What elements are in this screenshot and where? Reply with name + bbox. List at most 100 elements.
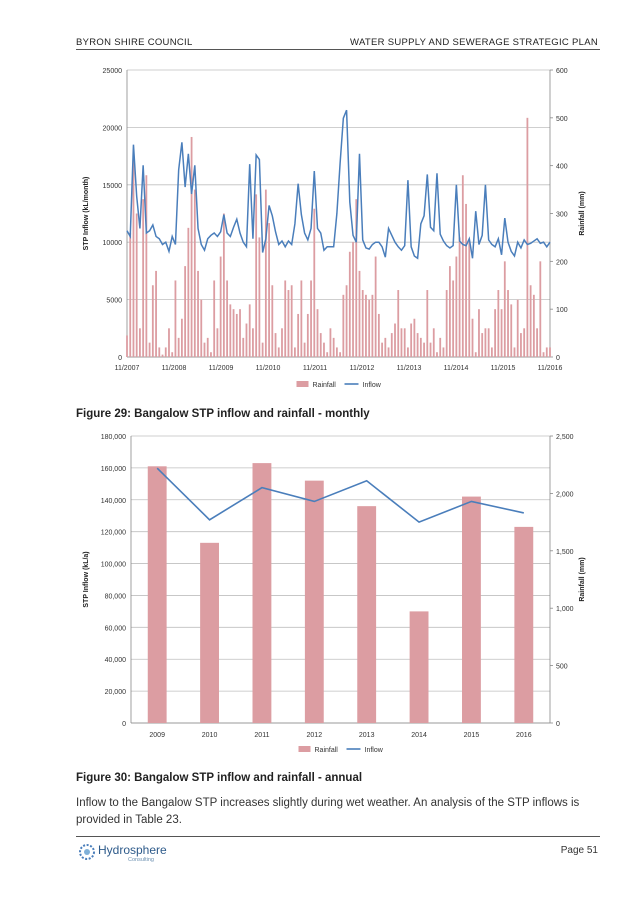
- header-divider: [76, 49, 600, 50]
- rainfall-bar: [468, 242, 471, 357]
- rainfall-bar: [332, 337, 335, 357]
- rainfall-bar: [481, 333, 484, 357]
- rainfall-bar: [529, 285, 532, 357]
- rainfall-bar: [426, 290, 429, 357]
- figure-29-caption: Figure 29: Bangalow STP inflow and rainf…: [76, 408, 370, 420]
- rainfall-bar: [419, 337, 422, 357]
- rainfall-bar: [239, 309, 241, 357]
- rainfall-bar: [197, 270, 199, 357]
- rainfall-bar: [316, 309, 319, 357]
- rainfall-bar: [277, 347, 280, 357]
- y-tick-label: 15000: [103, 183, 123, 190]
- rainfall-bar: [394, 323, 396, 357]
- rainfall-bar: [335, 347, 338, 357]
- rainfall-bar: [409, 611, 429, 723]
- y2-tick-label: 0: [556, 721, 560, 728]
- x-tick-label: 11/2009: [209, 365, 234, 372]
- rainfall-bar: [465, 203, 467, 357]
- legend-rainfall-label: Rainfall: [315, 747, 339, 754]
- y2-axis-title: Rainfall (mm): [579, 191, 586, 235]
- rainfall-bar: [439, 337, 442, 357]
- rainfall-bar: [471, 318, 474, 357]
- rainfall-bar: [252, 328, 254, 357]
- rainfall-bar: [384, 337, 387, 357]
- rainfall-bar: [361, 290, 364, 357]
- rainfall-bar: [132, 156, 135, 357]
- x-tick-label: 11/2011: [303, 365, 327, 372]
- rainfall-bar: [219, 256, 222, 357]
- x-tick-label: 2011: [254, 732, 269, 739]
- rainfall-bar: [274, 333, 277, 357]
- body-paragraph: Inflow to the Bangalow STP increases sli…: [76, 797, 580, 826]
- rainfall-bar: [358, 270, 361, 357]
- y-tick-label: 160,000: [101, 466, 126, 473]
- rainfall-bar: [171, 352, 174, 357]
- rainfall-bar: [148, 342, 151, 357]
- y-tick-label: 60,000: [105, 625, 127, 632]
- rainfall-bar: [436, 352, 438, 357]
- rainfall-bar: [304, 480, 324, 723]
- rainfall-bar: [261, 342, 264, 357]
- x-tick-label: 11/2016: [538, 365, 563, 372]
- rainfall-bar: [268, 223, 270, 357]
- rainfall-bar: [248, 304, 251, 357]
- rainfall-bar: [232, 309, 235, 357]
- rainfall-bar: [339, 352, 342, 357]
- rainfall-bar: [487, 328, 490, 357]
- y2-tick-label: 500: [556, 664, 568, 671]
- rainfall-bar: [161, 354, 164, 357]
- rainfall-bar: [168, 328, 170, 357]
- rainfall-bar: [400, 328, 403, 357]
- rainfall-bar: [222, 213, 225, 357]
- rainfall-bar: [365, 294, 367, 357]
- rainfall-bar: [151, 285, 154, 357]
- rainfall-bar: [371, 294, 374, 357]
- rainfall-bar: [135, 213, 138, 357]
- x-tick-label: 2009: [149, 732, 165, 739]
- rainfall-bar: [549, 347, 551, 357]
- y-tick-label: 180,000: [101, 434, 126, 441]
- rainfall-bar: [484, 328, 487, 357]
- x-tick-label: 11/2008: [162, 365, 187, 372]
- rainfall-bar: [526, 117, 529, 357]
- footer-divider: [76, 836, 600, 837]
- rainfall-bar: [187, 227, 190, 357]
- x-tick-label: 2012: [307, 732, 323, 739]
- x-tick-label: 11/2014: [444, 365, 469, 372]
- rainfall-bar: [164, 347, 167, 357]
- rainfall-bar: [474, 352, 477, 357]
- rainfall-bar: [177, 337, 180, 357]
- rainfall-bar: [368, 299, 371, 357]
- rainfall-bar: [452, 280, 455, 357]
- y2-axis-title: Rainfall (mm): [579, 557, 586, 601]
- legend-rainfall-swatch: [296, 381, 309, 387]
- rainfall-bar: [229, 304, 232, 357]
- header-organisation: BYRON SHIRE COUNCIL: [76, 37, 193, 48]
- x-tick-label: 2015: [464, 732, 480, 739]
- rainfall-bar: [155, 270, 157, 357]
- rainfall-bar: [326, 352, 329, 357]
- rainfall-bar: [342, 294, 345, 357]
- y-tick-label: 120,000: [101, 530, 126, 537]
- y-tick-label: 5000: [106, 298, 122, 305]
- rainfall-bar: [416, 333, 419, 357]
- rainfall-bar: [235, 313, 238, 357]
- rainfall-bar: [536, 328, 538, 357]
- rainfall-bar: [403, 328, 406, 357]
- x-tick-label: 11/2015: [491, 365, 516, 372]
- rainfall-bar: [284, 280, 287, 357]
- rainfall-bar: [413, 318, 416, 357]
- y-tick-label: 0: [118, 355, 122, 362]
- rainfall-bar: [478, 309, 480, 357]
- rainfall-bar: [352, 242, 354, 357]
- rainfall-bar: [203, 342, 206, 357]
- rainfall-bar: [494, 309, 497, 357]
- rainfall-bar: [407, 347, 409, 357]
- rainfall-bar: [432, 328, 435, 357]
- x-tick-label: 2014: [411, 732, 427, 739]
- rainfall-bar: [461, 175, 464, 357]
- rainfall-bar: [174, 280, 177, 357]
- annual-chart: 0 20,000 40,000 60,000 80,000 100,000 120,000 1…: [76, 426, 600, 761]
- rainfall-bar: [357, 506, 377, 723]
- y-tick-label: 20,000: [105, 689, 127, 696]
